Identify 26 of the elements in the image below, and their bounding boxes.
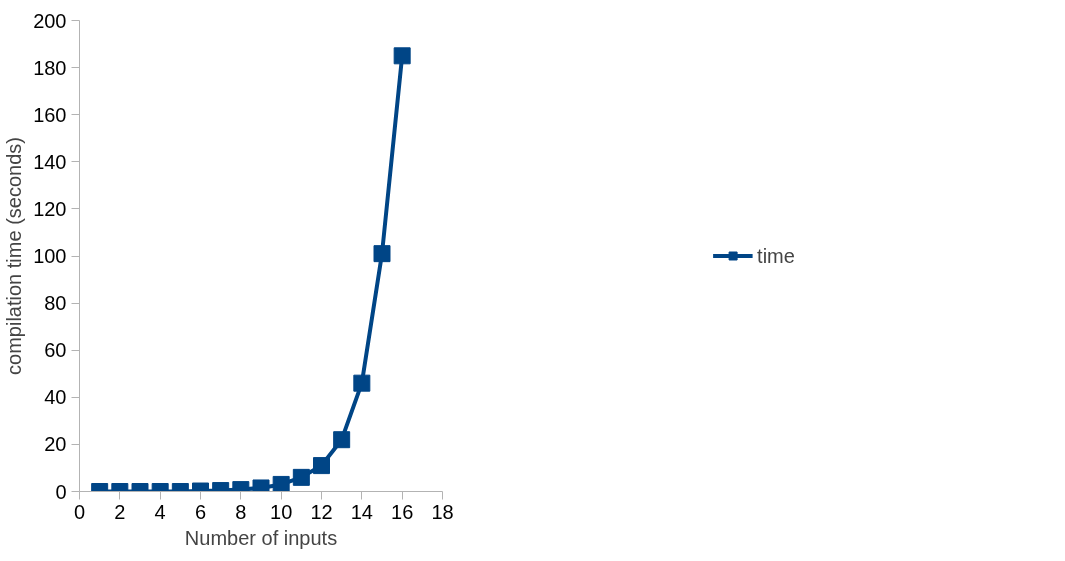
x-tick-label: 2 (114, 500, 126, 523)
y-tick-label: 160 (33, 103, 67, 126)
point (373, 245, 391, 263)
y-tick-label: 120 (33, 197, 67, 220)
y-tick-label: 60 (44, 339, 67, 362)
y-axis-title: compilation time (seconds) (3, 137, 26, 375)
x-tick-label: 0 (73, 500, 86, 523)
x-tick-label: 16 (391, 500, 414, 523)
x-tick-label: 6 (194, 500, 207, 523)
x-tick-label: 8 (235, 500, 247, 523)
x-tick-label: 12 (310, 500, 333, 523)
y-tick-label: 200 (33, 9, 67, 32)
point (353, 374, 371, 392)
x-tick-label: 14 (350, 500, 373, 523)
x-tick-label: 18 (431, 500, 454, 523)
y-tick-label: 180 (33, 56, 67, 79)
y-tick-label: 140 (33, 150, 67, 173)
y-tick-label: 0 (55, 480, 67, 503)
y-tick-label: 80 (44, 292, 67, 315)
y-tick-label: 40 (44, 386, 67, 409)
legend-label: time (757, 244, 795, 267)
y-tick-label: 20 (44, 433, 67, 456)
y-tick-label: 100 (33, 245, 67, 267)
x-tick-label: 10 (270, 500, 293, 523)
x-axis-title: Number of inputs (184, 526, 338, 549)
x-tick-label: 4 (154, 500, 166, 523)
